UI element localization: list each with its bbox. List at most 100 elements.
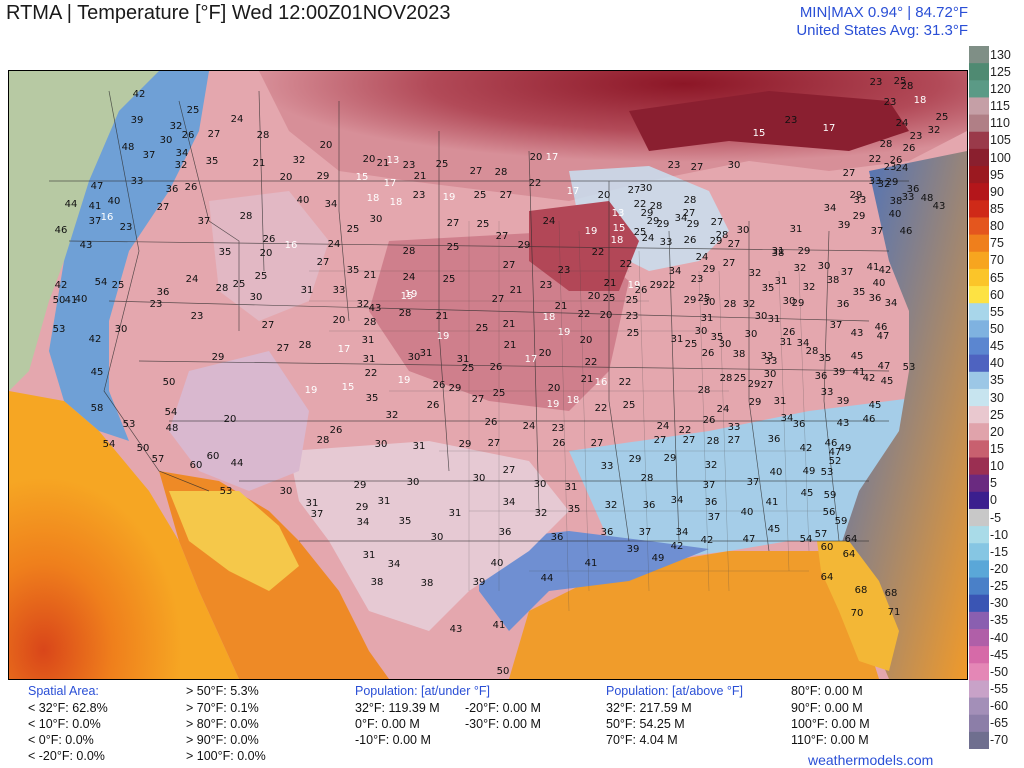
station-temperature-label: 41 bbox=[853, 367, 866, 378]
station-temperature-label: 56 bbox=[823, 507, 836, 518]
gulf-coast-blue bbox=[479, 531, 709, 631]
color-scale-tick-label: 85 bbox=[990, 201, 1004, 216]
station-temperature-label: 34 bbox=[885, 298, 898, 309]
station-temperature-label: 22 bbox=[578, 309, 591, 320]
station-temperature-label: 30 bbox=[407, 477, 420, 488]
station-temperature-label: 26 bbox=[783, 327, 796, 338]
station-temperature-label: 22 bbox=[585, 357, 598, 368]
color-scale-labels: 130 125 120 115 110 105 100 95 90 85 80 75 70 65 60 55 5… bbox=[990, 46, 1024, 749]
station-temperature-label: 27 bbox=[496, 231, 509, 242]
station-temperature-label: 31 bbox=[457, 354, 470, 365]
station-temperature-label: 28 bbox=[716, 230, 729, 241]
station-temperature-label: 31 bbox=[565, 482, 578, 493]
color-scale-swatch bbox=[969, 46, 989, 64]
color-scale-swatch bbox=[969, 526, 989, 544]
station-temperature-label: 27 bbox=[843, 168, 856, 179]
station-temperature-label: 37 bbox=[747, 477, 760, 488]
station-temperature-label: 41 bbox=[89, 201, 102, 212]
color-scale-swatch bbox=[969, 80, 989, 99]
station-temperature-label: 23 bbox=[558, 265, 571, 276]
spatial-right-line: > 50°F: 5.3% bbox=[186, 684, 259, 698]
station-temperature-label: 19 bbox=[305, 385, 318, 396]
station-temperature-label: 42 bbox=[800, 443, 813, 454]
station-temperature-label: 19 bbox=[628, 280, 641, 291]
population-under-title: Population: [at/under °F] bbox=[355, 684, 490, 698]
station-temperature-label: 24 bbox=[657, 421, 670, 432]
station-temperature-label: 18 bbox=[543, 312, 556, 323]
station-temperature-label: 50 bbox=[53, 295, 66, 306]
station-temperature-label: 35 bbox=[819, 353, 832, 364]
pop-under-line: -30°F: 0.00 M bbox=[465, 717, 541, 731]
station-temperature-label: 70 bbox=[851, 608, 864, 619]
color-scale-swatch bbox=[969, 646, 989, 664]
station-temperature-label: 36 bbox=[837, 299, 850, 310]
station-temperature-label: 54 bbox=[103, 439, 116, 450]
station-temperature-label: 54 bbox=[95, 277, 108, 288]
station-temperature-label: 20 bbox=[548, 383, 561, 394]
station-temperature-label: 21 bbox=[377, 158, 390, 169]
color-scale-tick-label: 35 bbox=[990, 373, 1004, 388]
color-scale-swatch bbox=[969, 217, 989, 236]
station-temperature-label: 18 bbox=[611, 235, 624, 246]
station-temperature-label: 17 bbox=[338, 344, 351, 355]
station-temperature-label: 41 bbox=[493, 620, 506, 631]
station-temperature-label: 24 bbox=[896, 163, 909, 174]
color-scale-tick-label: 75 bbox=[990, 236, 1004, 251]
station-temperature-label: 30 bbox=[755, 311, 768, 322]
station-temperature-label: 31 bbox=[671, 334, 684, 345]
credit-link[interactable]: weathermodels.com bbox=[808, 752, 934, 768]
station-temperature-label: 44 bbox=[231, 458, 244, 469]
station-temperature-label: 27 bbox=[711, 217, 724, 228]
station-temperature-label: 30 bbox=[160, 135, 173, 146]
color-scale-tick-label: 120 bbox=[990, 81, 1011, 96]
color-scale-swatch bbox=[969, 577, 989, 596]
station-temperature-label: 25 bbox=[603, 293, 616, 304]
station-temperature-label: 20 bbox=[600, 310, 613, 321]
color-scale-swatch bbox=[969, 337, 989, 356]
station-temperature-label: 22 bbox=[529, 178, 542, 189]
station-temperature-label: 30 bbox=[783, 296, 796, 307]
station-temperature-label: 40 bbox=[889, 209, 902, 220]
station-temperature-label: 30 bbox=[737, 225, 750, 236]
color-scale-swatch bbox=[969, 97, 989, 116]
station-temperature-label: 54 bbox=[800, 534, 813, 545]
station-temperature-label: 28 bbox=[364, 317, 377, 328]
station-temperature-label: 23 bbox=[884, 162, 897, 173]
station-temperature-label: 28 bbox=[257, 130, 270, 141]
station-temperature-label: 47 bbox=[829, 447, 842, 458]
station-temperature-label: 49 bbox=[839, 443, 852, 454]
temperature-map[interactable]: 42 39 25 32 30 26 27 24 48 34 37 28 20 32 35 21 32 20 21 23… bbox=[8, 70, 968, 680]
station-temperature-label: 19 bbox=[585, 226, 598, 237]
station-temperature-label: 42 bbox=[133, 89, 146, 100]
station-temperature-label: 29 bbox=[748, 379, 761, 390]
station-temperature-label: 18 bbox=[367, 193, 380, 204]
station-temperature-label: 21 bbox=[581, 374, 594, 385]
station-temperature-label: 22 bbox=[365, 368, 378, 379]
station-temperature-label: 35 bbox=[568, 504, 581, 515]
station-temperature-label: 25 bbox=[894, 76, 907, 87]
station-temperature-label: 29 bbox=[687, 219, 700, 230]
station-temperature-label: 20 bbox=[580, 335, 593, 346]
station-temperature-label: 32 bbox=[794, 263, 807, 274]
color-scale-swatch bbox=[969, 714, 989, 733]
station-temperature-label: 27 bbox=[723, 258, 736, 269]
station-temperature-label: 43 bbox=[837, 418, 850, 429]
station-temperature-label: 37 bbox=[841, 267, 854, 278]
color-scale-swatch bbox=[969, 423, 989, 441]
station-temperature-label: 16 bbox=[595, 377, 608, 388]
station-temperature-label: 46 bbox=[863, 414, 876, 425]
color-scale-tick-label: 0 bbox=[990, 493, 997, 508]
color-scale-tick-label: 60 bbox=[990, 287, 1004, 302]
station-temperature-label: 25 bbox=[936, 112, 949, 123]
station-temperature-label: 31 bbox=[420, 348, 433, 359]
spatial-left-line: < 32°F: 62.8% bbox=[28, 701, 108, 715]
station-temperature-label: 25 bbox=[474, 190, 487, 201]
station-temperature-label: 21 bbox=[364, 270, 377, 281]
station-temperature-label: 30 bbox=[534, 479, 547, 490]
station-temperature-label: 21 bbox=[503, 319, 516, 330]
station-temperature-label: 68 bbox=[855, 585, 868, 596]
station-temperature-label: 42 bbox=[879, 265, 892, 276]
station-temperature-label: 31 bbox=[772, 246, 785, 257]
pop-above-line: 110°F: 0.00 M bbox=[791, 733, 869, 747]
